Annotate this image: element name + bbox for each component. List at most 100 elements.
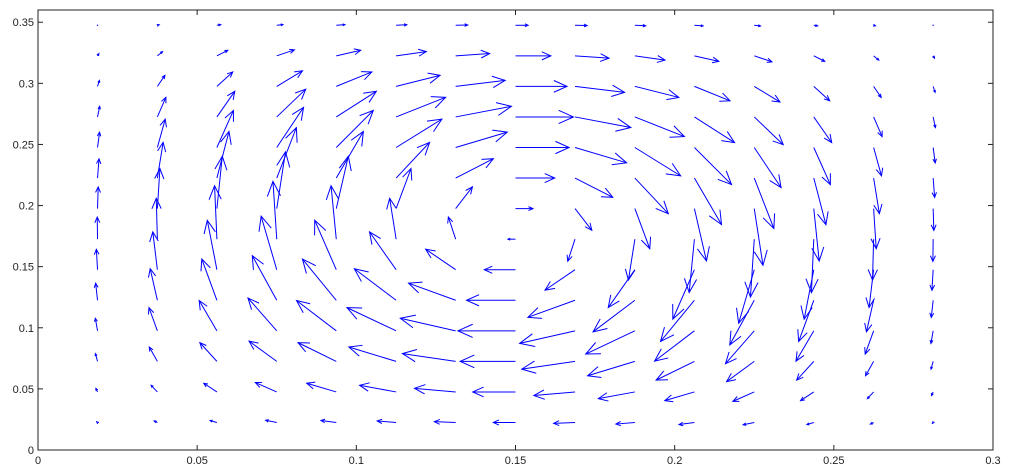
quiver-arrow [870,208,881,250]
quiver-arrow [301,258,337,301]
quiver-arrow [95,185,101,209]
quiver-arrow [458,354,516,369]
quiver-arrow [156,117,167,148]
quiver-arrow [424,248,456,271]
quiver-arrow [198,299,218,332]
quiver-arrow [216,71,234,87]
quiver-arrow [455,49,491,59]
quiver-arrow [575,23,589,28]
quiver-arrow [258,215,278,270]
quiver-arrow [659,299,695,343]
quiver-arrow [574,53,611,62]
quiver-arrow [597,391,635,402]
quiver-arrow [693,177,723,226]
quiver-arrow [574,147,628,166]
quiver-arrow [520,360,576,374]
quiver-arrow [247,297,278,332]
quiver-arrow [295,299,337,332]
quiver-arrow [677,421,695,427]
quiver-arrow [544,269,576,291]
quiver-arrow [753,85,782,103]
quiver-arrow [202,382,218,393]
quiver-arrow [396,23,409,27]
quiver-arrow [624,239,636,282]
quiver-arrow [930,361,934,371]
quiver-arrow [574,208,593,232]
quiver-arrow [634,177,670,215]
y-tick-label: 0 [28,445,34,457]
quiver-arrow [663,391,695,403]
quiver-arrow [251,254,278,301]
quiver-arrow [276,126,298,179]
quiver-arrow [95,157,102,179]
quiver-arrow [492,419,516,426]
quiver-arrow [694,85,732,102]
quiver-arrow [200,257,218,301]
quiver-arrow [455,158,495,179]
y-tick-label: 0.3 [19,78,34,90]
quiver-arrow [368,230,397,271]
quiver-arrow [483,265,516,274]
quiver-arrow [515,173,556,183]
quiver-arrow [634,116,686,138]
x-tick-label: 0.3 [985,455,1000,467]
quiver-arrow [216,109,234,148]
quiver-arrow [433,418,456,425]
quiver-arrow [614,421,635,427]
quiver-arrow [795,361,815,382]
quiver-arrow [864,300,875,334]
quiver-arrow [97,79,101,87]
quiver-arrow [395,167,413,209]
quiver-arrow [813,55,826,62]
quiver-arrow [813,177,829,226]
quiver-arrow [199,341,218,362]
quiver-arrow [156,96,167,118]
quiver-arrow [276,70,304,87]
quiver-arrow [795,330,815,363]
quiver-arrow [203,219,218,270]
quiver-arrow [754,24,762,28]
quiver-arrow [147,306,158,332]
quiver-arrow [931,391,934,397]
quiver-arrow [797,300,815,343]
quiver-arrow [153,420,158,424]
quiver-arrow [724,330,755,365]
quiver-arrow [929,300,935,319]
quiver-arrow [156,141,167,179]
quiver-arrow [929,239,936,263]
quiver-arrow [93,248,100,270]
quiver-arrow [296,342,337,362]
quiver-arrow [515,80,569,93]
axes-frame [37,9,994,451]
quiver-arrow [465,294,516,307]
quiver-arrow [653,330,695,362]
quiver-arrow [574,116,633,132]
y-tick-label: 0.2 [19,201,34,213]
quiver-arrow [157,50,164,57]
quiver-arrow [93,317,99,331]
quiver-arrow [353,267,397,301]
quiver-arrow [515,109,575,125]
quiver-arrow [216,23,222,27]
quiver-arrow [208,184,222,240]
x-tick-label: 0.05 [186,455,207,467]
quiver-arrow [929,330,934,345]
quiver-arrow [254,381,277,393]
quiver-arrow [305,381,337,393]
quiver-arrow [526,299,576,319]
quiver-arrow [276,150,291,209]
quiver-arrow [506,237,516,241]
quiver-arrow [208,419,218,423]
quiver-arrow [584,330,636,355]
quiver-arrow [456,323,516,338]
quiver-arrow [931,420,935,425]
quiver-arrow [932,116,937,129]
quiver-arrow [634,85,681,101]
quiver-arrow [149,230,159,270]
y-tick-label: 0.15 [13,262,34,274]
quiver-arrow [930,208,937,232]
quiver-arrow [866,391,874,400]
quiver-arrow [96,24,99,26]
quiver-arrow [375,418,397,424]
